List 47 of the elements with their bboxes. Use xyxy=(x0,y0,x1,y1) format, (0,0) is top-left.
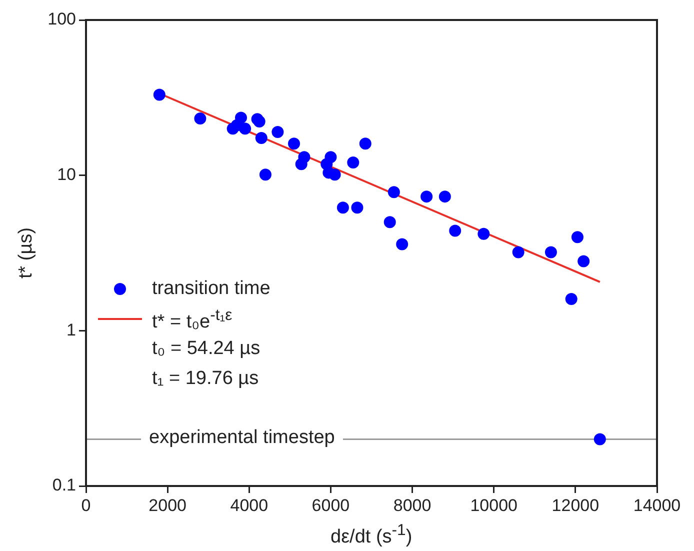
x-tick-label: 4000 xyxy=(230,496,268,515)
x-tick-label: 0 xyxy=(81,496,91,515)
point xyxy=(295,158,308,170)
legend-label: transition time xyxy=(152,276,270,301)
point xyxy=(359,138,372,150)
x-tick-label: 14000 xyxy=(633,496,681,515)
point xyxy=(347,156,360,168)
y-tick-label: 10 xyxy=(57,165,76,184)
point xyxy=(388,186,400,198)
point xyxy=(272,126,284,138)
point xyxy=(578,255,590,268)
x-tick-label: 8000 xyxy=(393,496,432,515)
point xyxy=(449,224,462,237)
point xyxy=(153,88,166,101)
point xyxy=(336,202,349,214)
point xyxy=(384,216,396,228)
point xyxy=(438,190,451,203)
x-tick-label: 2000 xyxy=(148,496,186,515)
point xyxy=(544,246,557,258)
point xyxy=(259,168,272,181)
x-axis-title: dε/dt (s$^{-1}$) xyxy=(330,522,412,548)
point xyxy=(351,202,364,214)
point xyxy=(253,116,266,128)
point xyxy=(478,228,490,240)
point xyxy=(420,190,433,203)
x-tick-label: 12000 xyxy=(552,496,600,515)
point xyxy=(239,122,252,135)
point xyxy=(255,132,268,144)
annotation: t₀ = 54.24 µs xyxy=(152,336,260,361)
point xyxy=(194,112,206,125)
point xyxy=(288,138,300,150)
point xyxy=(594,433,606,446)
point xyxy=(396,238,408,250)
y-tick-label: 0.1 xyxy=(52,476,76,495)
point xyxy=(571,231,584,244)
y-tick-label: 100 xyxy=(48,10,76,29)
legend-label: t* = t₀e$^{-t₁ε}$ xyxy=(152,306,232,334)
ref-line-label: experimental timestep xyxy=(141,427,343,450)
y-tick-label: 1 xyxy=(66,320,76,340)
annotation: t₁ = 19.76 µs xyxy=(152,366,259,391)
point xyxy=(512,246,524,258)
point xyxy=(324,151,337,164)
x-tick-label: 10000 xyxy=(470,496,518,515)
x-tick-label: 6000 xyxy=(312,496,350,515)
point xyxy=(565,292,578,305)
point xyxy=(328,168,341,181)
y-axis-title: t* (µs) xyxy=(15,227,38,279)
